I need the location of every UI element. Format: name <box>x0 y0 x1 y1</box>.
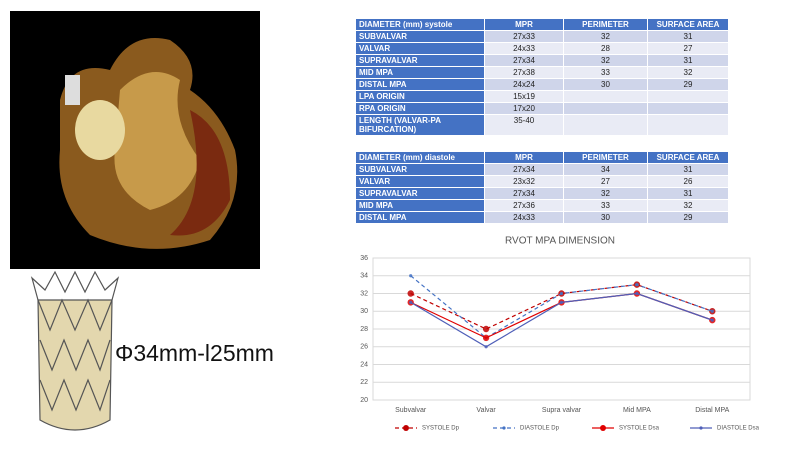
cell: 23x32 <box>484 175 564 188</box>
row-label: LPA ORIGIN <box>355 90 485 103</box>
heart-highlight <box>114 72 200 210</box>
header-cell: SURFACE AREA <box>647 151 729 164</box>
cell <box>647 90 729 103</box>
header-cell: DIAMETER (mm) systole <box>355 18 485 31</box>
header-cell: PERIMETER <box>563 151 648 164</box>
diastole-table: DIAMETER (mm) diastole MPR PERIMETER SURFAC… <box>355 151 729 224</box>
valve-overlay <box>75 100 125 160</box>
cell: 28 <box>563 42 648 55</box>
cell: 27 <box>563 175 648 188</box>
cell <box>563 114 648 136</box>
cell: 27x33 <box>484 30 564 43</box>
cell: 24x33 <box>484 211 564 224</box>
row-label: RPA ORIGIN <box>355 102 485 115</box>
row-label: MID MPA <box>355 199 485 212</box>
table-row: LPA ORIGIN 15x19 <box>355 90 729 103</box>
cell: 15x19 <box>484 90 564 103</box>
header-row: DIAMETER (mm) diastole MPR PERIMETER SURFAC… <box>355 151 729 164</box>
cell <box>647 114 729 136</box>
cell: 32 <box>647 199 729 212</box>
cell: 29 <box>647 78 729 91</box>
cell: 31 <box>647 30 729 43</box>
cell: 27x34 <box>484 54 564 67</box>
cell: 27 <box>647 42 729 55</box>
stent-image <box>30 270 120 431</box>
caption: Φ34mm-l25mm <box>115 340 274 366</box>
cell: 32 <box>647 66 729 79</box>
cell: 31 <box>647 54 729 67</box>
row-label: VALVAR <box>355 175 485 188</box>
table-row: RPA ORIGIN 17x20 <box>355 102 729 115</box>
row-label: DISTAL MPA <box>355 211 485 224</box>
table-row: MID MPA 27x36 33 32 <box>355 199 729 212</box>
cell: 26 <box>647 175 729 188</box>
cell: 32 <box>563 54 648 67</box>
cell: 35-40 <box>484 114 564 136</box>
device <box>65 75 80 105</box>
table-row: SUBVALVAR 27x33 32 31 <box>355 30 729 43</box>
cell: 34 <box>563 163 648 176</box>
cell: 17x20 <box>484 102 564 115</box>
cell <box>563 90 648 103</box>
cell: 31 <box>647 187 729 200</box>
table-row: SUPRAVALVAR 27x34 32 31 <box>355 54 729 67</box>
cell: 33 <box>563 66 648 79</box>
table-row: DISTAL MPA 24x24 30 29 <box>355 78 729 91</box>
systole-table: DIAMETER (mm) systole MPR PERIMETER SURFACE… <box>355 18 729 136</box>
cell: 32 <box>563 187 648 200</box>
header-row: DIAMETER (mm) systole MPR PERIMETER SURFACE… <box>355 18 729 31</box>
row-label: SUBVALVAR <box>355 163 485 176</box>
heart-muscle <box>170 110 230 236</box>
cell <box>563 102 648 115</box>
table-row: SUPRAVALVAR 27x34 32 31 <box>355 187 729 200</box>
header-cell: PERIMETER <box>563 18 648 31</box>
cell: 27x34 <box>484 163 564 176</box>
header-cell: MPR <box>484 18 564 31</box>
cell: 27x38 <box>484 66 564 79</box>
header-cell: SURFACE AREA <box>647 18 729 31</box>
cell: 32 <box>563 30 648 43</box>
table-row: VALVAR 24x33 28 27 <box>355 42 729 55</box>
header-cell: MPR <box>484 151 564 164</box>
cell: 30 <box>563 211 648 224</box>
cell: 24x24 <box>484 78 564 91</box>
row-label: DISTAL MPA <box>355 78 485 91</box>
row-label: SUBVALVAR <box>355 30 485 43</box>
row-label: SUPRAVALVAR <box>355 187 485 200</box>
cell: 27x36 <box>484 199 564 212</box>
header-cell: DIAMETER (mm) diastole <box>355 151 485 164</box>
row-label: VALVAR <box>355 42 485 55</box>
table-row: LENGTH (VALVAR-PA BIFURCATION) 35-40 <box>355 114 729 136</box>
cell: 30 <box>563 78 648 91</box>
cell: 27x34 <box>484 187 564 200</box>
table-row: SUBVALVAR 27x34 34 31 <box>355 163 729 176</box>
table-row: VALVAR 23x32 27 26 <box>355 175 729 188</box>
row-label: SUPRAVALVAR <box>355 54 485 67</box>
cell: 24x33 <box>484 42 564 55</box>
cell <box>647 102 729 115</box>
table-row: MID MPA 27x38 33 32 <box>355 66 729 79</box>
cell: 33 <box>563 199 648 212</box>
row-label: LENGTH (VALVAR-PA BIFURCATION) <box>355 114 485 136</box>
table-row: DISTAL MPA 24x33 30 29 <box>355 211 729 224</box>
cell: 29 <box>647 211 729 224</box>
cell: 31 <box>647 163 729 176</box>
row-label: MID MPA <box>355 66 485 79</box>
